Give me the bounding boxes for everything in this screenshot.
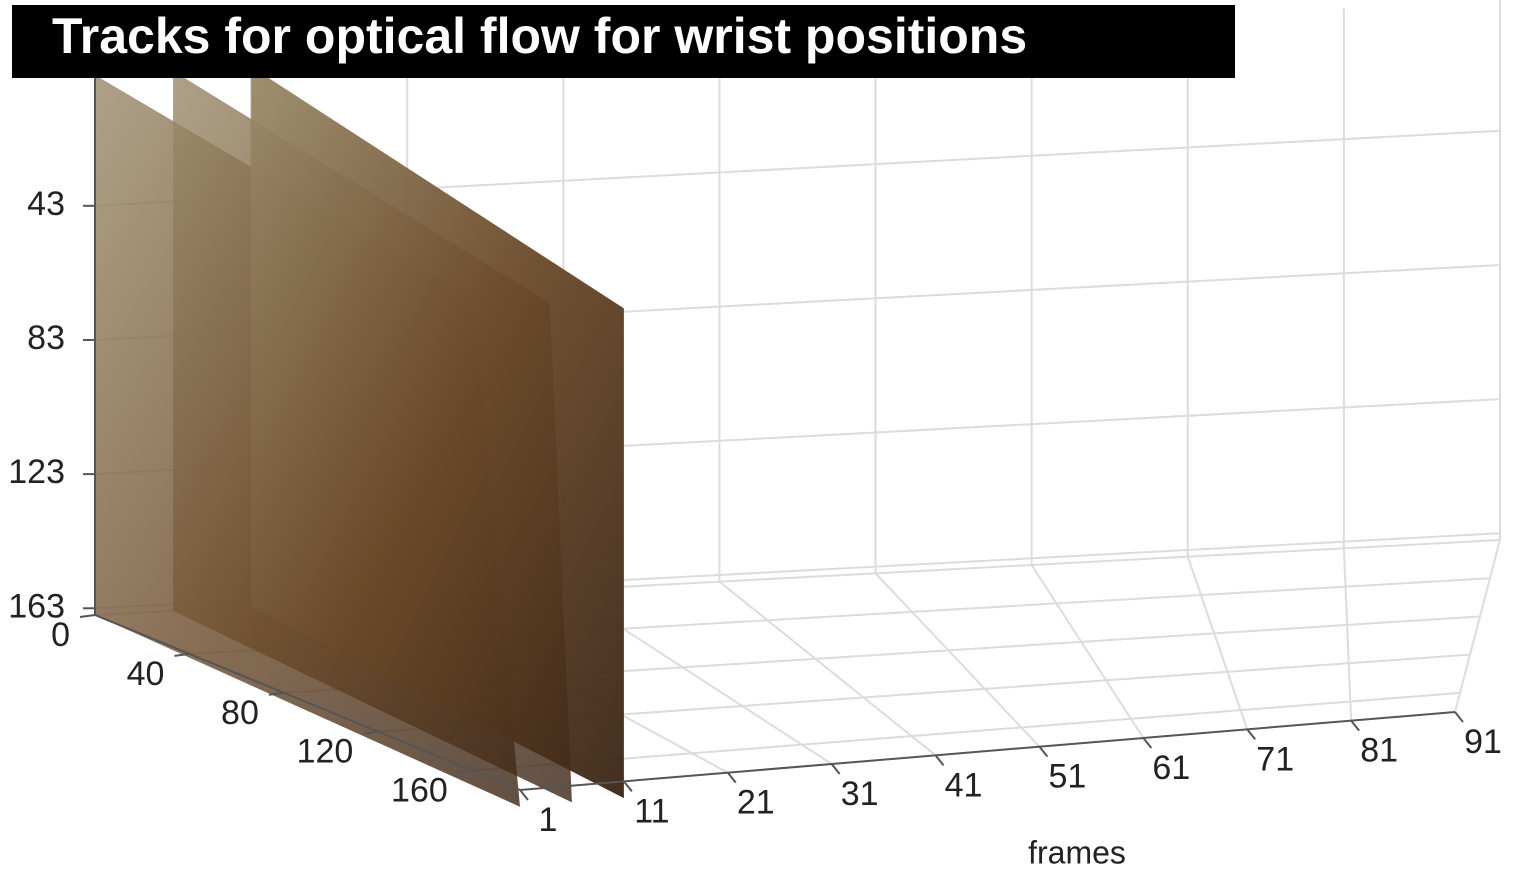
tick-mark: [1455, 712, 1463, 722]
y-tick-label: 80: [221, 694, 259, 732]
z-tick-label: 83: [27, 319, 65, 357]
tick-mark: [1351, 721, 1359, 731]
x-axis: [520, 712, 1455, 790]
y-tick-label: 160: [391, 772, 448, 810]
z-tick-label: 123: [8, 453, 65, 491]
x-tick-label: 61: [1152, 749, 1190, 787]
grid-line: [1188, 557, 1247, 730]
tick-mark: [1039, 747, 1047, 757]
tick-mark: [1143, 738, 1151, 748]
x-tick-label: 11: [634, 792, 669, 830]
x-tick-label: 21: [737, 784, 775, 822]
x-tick-label: 71: [1256, 740, 1294, 778]
chart: 4383123163040801201601112131415161718191…: [0, 0, 1513, 872]
x-tick-label: 1: [539, 801, 558, 839]
x-tick-label: 91: [1464, 723, 1502, 761]
x-tick-label: 51: [1049, 758, 1087, 796]
y-tick-label: 40: [127, 655, 165, 693]
grid-line: [1455, 540, 1500, 712]
grid-line: [876, 573, 1040, 746]
y-tick-label: 120: [297, 733, 354, 771]
page: 4383123163040801201601112131415161718191…: [0, 0, 1513, 872]
tick-mark: [624, 781, 632, 791]
x-tick-label: 31: [841, 775, 879, 813]
grid-line: [1344, 548, 1351, 720]
x-tick-label: 41: [945, 766, 983, 804]
tick-mark: [80, 615, 95, 617]
chart-title: Tracks for optical flow for wrist positi…: [52, 8, 1027, 64]
tick-mark: [520, 790, 528, 800]
z-tick-label: 43: [27, 185, 65, 223]
y-tick-label: 0: [51, 616, 70, 654]
tick-mark: [832, 764, 840, 774]
tick-mark: [936, 755, 944, 765]
video-frames: [95, 67, 624, 807]
x-tick-label: 81: [1360, 732, 1398, 770]
tick-mark: [728, 773, 736, 783]
grid-line: [1032, 565, 1144, 738]
tick-mark: [1247, 729, 1255, 739]
x-axis-label: frames: [1028, 834, 1126, 870]
grid-line: [719, 582, 935, 756]
